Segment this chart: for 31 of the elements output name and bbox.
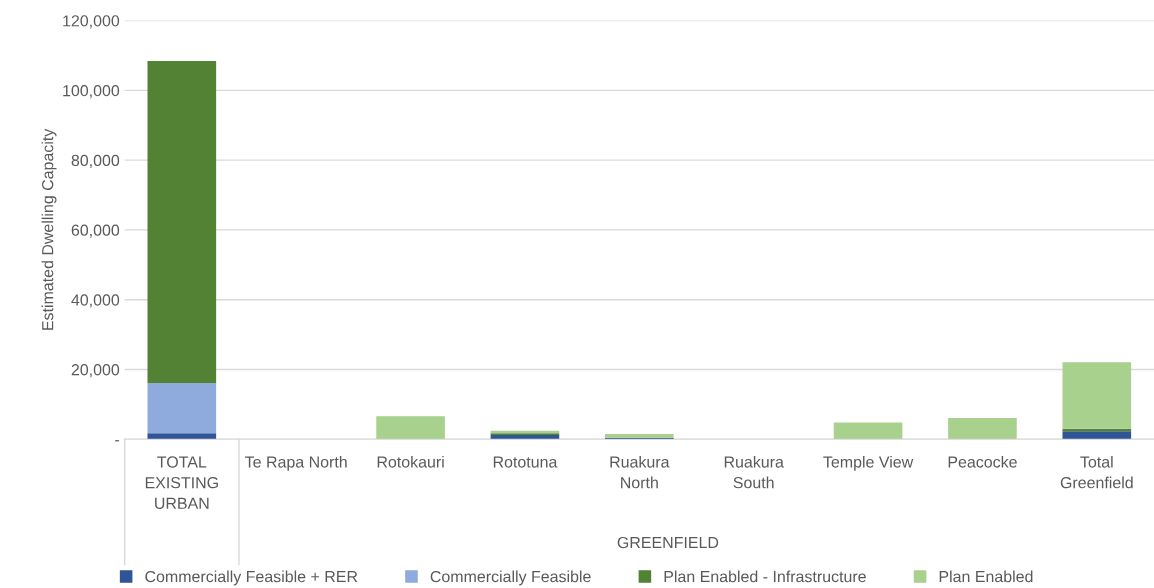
- bar: [1062, 431, 1132, 440]
- y-tick-label: 60,000: [71, 224, 120, 238]
- x-tick-label: TOTAL EXISTING URBAN: [145, 456, 218, 509]
- x-tick-label: Rototuna: [493, 456, 558, 468]
- bar: [147, 61, 217, 384]
- x-tick-label: Rotokauri: [377, 455, 444, 468]
- y-axis-title: Estimated Dwelling Capacity: [41, 128, 57, 330]
- legend-label: Commercially Feasible: [430, 570, 591, 586]
- bar: [833, 422, 903, 440]
- bar: [490, 435, 560, 440]
- bar: [147, 433, 217, 440]
- legend-label: Commercially Feasible + RER: [145, 570, 358, 586]
- legend-label: Plan Enabled - Infrastructure: [664, 570, 866, 583]
- x-tick-label: Peacocke: [948, 455, 1017, 468]
- x-tick-label: Ruakura South: [724, 455, 784, 489]
- bar: [948, 417, 1017, 440]
- y-tick-label: 100,000: [63, 84, 120, 99]
- y-tick-label: 80,000: [71, 154, 120, 168]
- x-tick-label: Ruakura North: [610, 455, 670, 489]
- x-tick-label: Te Rapa North: [245, 455, 347, 471]
- x-tick-label: Temple View: [823, 455, 914, 471]
- y-tick-label: 40,000: [71, 294, 120, 308]
- bar: [1062, 362, 1132, 429]
- y-tick-label: -: [115, 440, 120, 442]
- x-tick-label: Total Greenfield: [1060, 455, 1133, 489]
- text: GREENFIELD: [617, 536, 719, 549]
- y-tick-label: 120,000: [63, 15, 120, 29]
- bar: [376, 416, 445, 440]
- legend-label: Plan Enabled: [939, 570, 1033, 583]
- bar: [147, 383, 217, 434]
- y-tick-label: 20,000: [71, 364, 120, 378]
